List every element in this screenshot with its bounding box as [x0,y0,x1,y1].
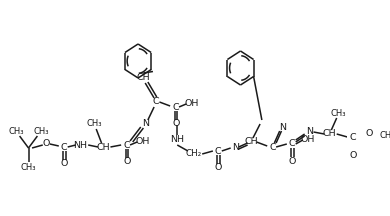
Text: O: O [215,164,222,173]
Text: O: O [43,140,50,149]
Text: OH: OH [135,138,150,146]
Text: O: O [123,157,131,167]
Text: CH₃: CH₃ [331,108,346,118]
Text: NH: NH [73,140,87,149]
Text: C: C [269,143,276,151]
Text: CH: CH [136,73,150,83]
Text: C: C [61,143,67,151]
Text: CH₃: CH₃ [380,132,390,140]
Text: CH₃: CH₃ [8,127,24,135]
Text: C: C [152,97,159,106]
Text: O: O [172,119,180,129]
Text: C: C [349,133,356,143]
Text: C: C [215,146,222,156]
Text: N: N [232,143,239,151]
Text: C: C [172,103,179,111]
Text: CH: CH [245,138,258,146]
Text: N: N [279,122,286,132]
Text: O: O [349,151,357,159]
Text: N: N [142,119,149,129]
Text: CH: CH [96,143,110,151]
Text: CH₃: CH₃ [33,127,49,135]
Text: CH₂: CH₂ [185,149,201,159]
Text: CH₃: CH₃ [87,119,102,129]
Text: O: O [366,130,373,138]
Text: C: C [123,140,130,149]
Text: CH: CH [323,130,336,138]
Text: OH: OH [184,98,199,108]
Text: NH: NH [170,135,184,145]
Text: C: C [289,140,296,149]
Text: CH₃: CH₃ [21,162,36,172]
Text: N: N [307,127,314,137]
Text: OH: OH [301,135,316,143]
Text: O: O [61,159,68,168]
Text: O: O [289,157,296,165]
